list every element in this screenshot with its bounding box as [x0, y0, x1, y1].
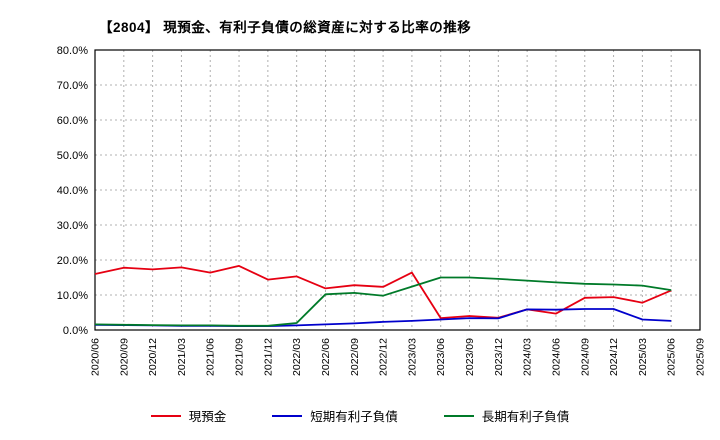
x-tick-label: 2024/09	[579, 338, 591, 376]
x-tick-label: 2023/06	[435, 338, 447, 376]
y-tick-label: 60.0%	[57, 115, 88, 127]
y-tick-label: 50.0%	[57, 150, 88, 162]
legend-item: 現預金	[150, 406, 227, 425]
x-tick-label: 2021/03	[176, 338, 188, 376]
x-tick-label: 2021/09	[234, 338, 246, 376]
x-tick-label: 2020/09	[118, 338, 130, 376]
x-tick-label: 2022/06	[320, 338, 332, 376]
chart-legend: 現預金 短期有利子負債 長期有利子負債	[0, 406, 720, 425]
x-tick-label: 2024/12	[608, 338, 620, 376]
x-tick-label: 2024/06	[550, 338, 562, 376]
x-tick-label: 2020/12	[147, 338, 159, 376]
legend-item: 短期有利子負債	[272, 406, 398, 425]
x-tick-label: 2021/12	[262, 338, 274, 376]
legend-label: 現預金	[188, 410, 227, 424]
y-tick-label: 10.0%	[57, 290, 88, 302]
legend-label: 短期有利子負債	[310, 410, 398, 424]
x-tick-label: 2024/03	[522, 338, 534, 376]
y-tick-label: 80.0%	[57, 45, 88, 57]
x-tick-label: 2023/12	[493, 338, 505, 376]
x-tick-label: 2021/06	[205, 338, 217, 376]
x-tick-label: 2022/09	[349, 338, 361, 376]
y-tick-label: 0.0%	[63, 325, 88, 337]
legend-swatch	[443, 414, 474, 417]
x-tick-label: 2022/03	[291, 338, 303, 376]
x-tick-label: 2025/09	[695, 338, 707, 376]
chart-title: 【2804】 現預金、有利子負債の総資産に対する比率の推移	[99, 20, 472, 35]
legend-swatch	[272, 414, 303, 417]
x-tick-label: 2023/03	[406, 338, 418, 376]
x-tick-label: 2025/03	[637, 338, 649, 376]
y-tick-label: 40.0%	[57, 185, 88, 197]
legend-label: 長期有利子負債	[481, 410, 570, 424]
legend-item: 長期有利子負債	[443, 406, 570, 425]
x-tick-label: 2023/09	[464, 338, 476, 376]
x-tick-label: 2022/12	[378, 338, 390, 376]
x-tick-label: 2020/06	[90, 338, 102, 376]
y-tick-label: 20.0%	[57, 255, 88, 267]
legend-swatch	[150, 414, 181, 417]
series-line-長期有利子負債	[94, 276, 672, 327]
y-tick-label: 30.0%	[57, 220, 88, 232]
series-line-現預金	[94, 265, 672, 319]
plot-border	[94, 49, 701, 331]
y-tick-label: 70.0%	[57, 80, 88, 92]
x-tick-label: 2025/06	[666, 338, 678, 376]
